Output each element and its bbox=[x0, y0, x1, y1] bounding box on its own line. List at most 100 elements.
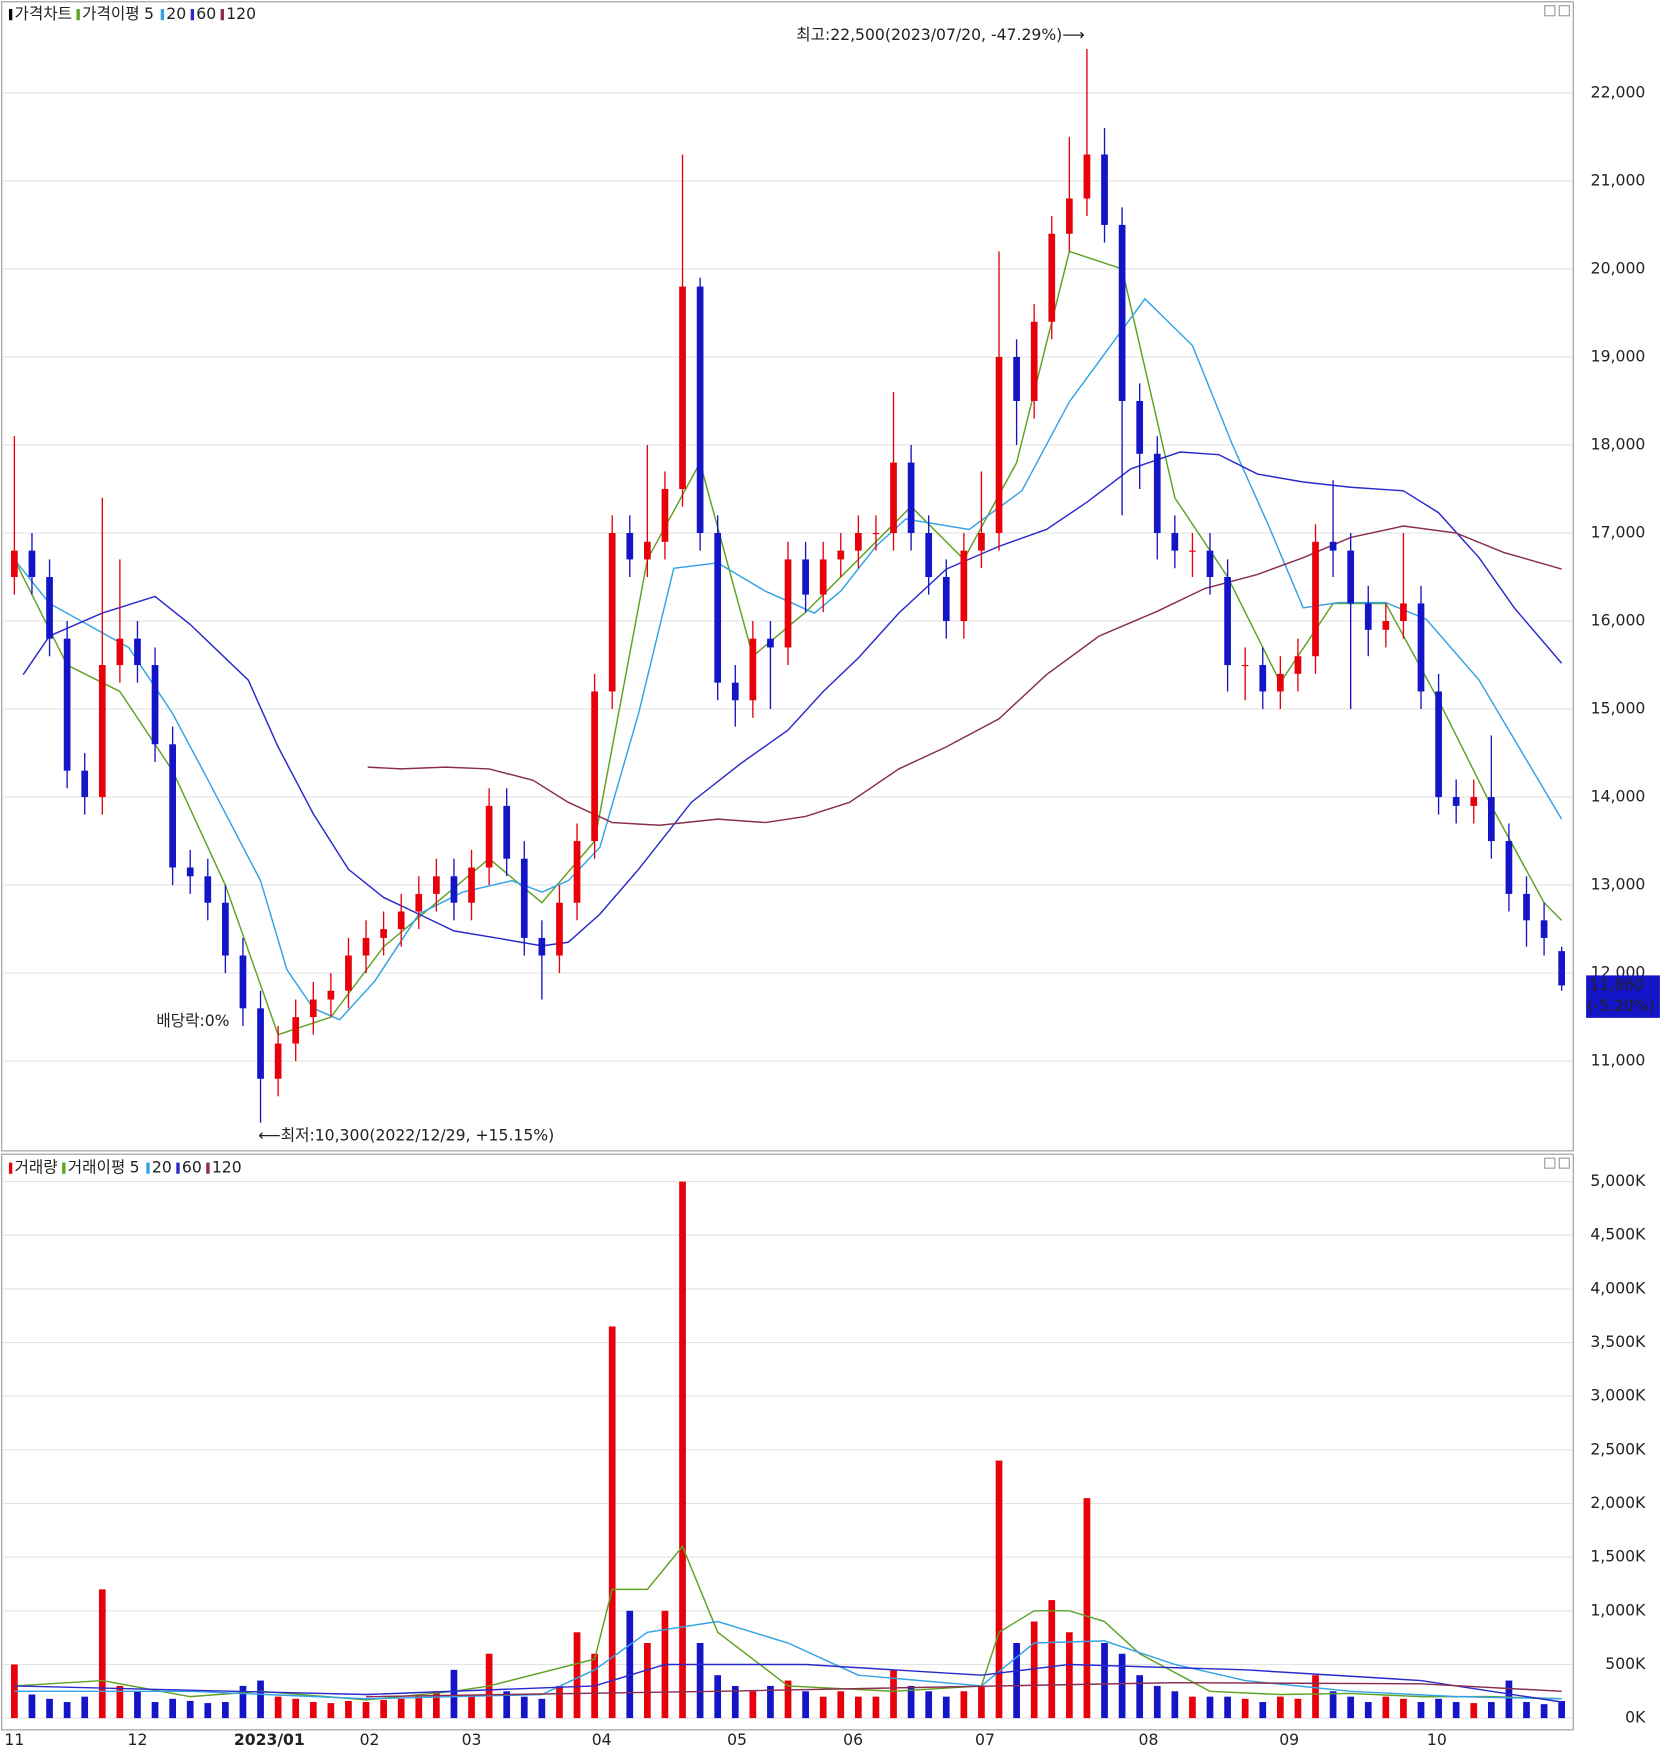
volume-bar bbox=[890, 1669, 897, 1719]
candle-body bbox=[749, 638, 757, 701]
candle-body bbox=[608, 533, 616, 692]
x-tick-label: 02 bbox=[360, 1730, 380, 1749]
candle-body bbox=[995, 356, 1003, 534]
volume-bar bbox=[309, 1702, 317, 1719]
y-tick-label: 5,000K bbox=[1590, 1171, 1646, 1190]
volume-bar bbox=[1136, 1675, 1144, 1719]
volume-bar bbox=[116, 1685, 124, 1719]
candle-body bbox=[1030, 321, 1038, 401]
candle-body bbox=[731, 682, 739, 701]
volume-bar bbox=[1417, 1702, 1425, 1719]
volume-bar bbox=[1048, 1600, 1056, 1719]
candle-body bbox=[1523, 893, 1530, 921]
volume-bar bbox=[415, 1696, 423, 1719]
volume-bar bbox=[345, 1700, 352, 1719]
candle-body bbox=[222, 902, 229, 956]
panel-button[interactable] bbox=[1544, 1157, 1556, 1169]
moving-average-line bbox=[366, 1681, 1562, 1698]
candle-body bbox=[1294, 656, 1302, 674]
volume-bar bbox=[538, 1698, 546, 1719]
candle-body bbox=[1259, 665, 1267, 692]
volume-bar bbox=[608, 1326, 616, 1719]
volume-bar bbox=[433, 1691, 440, 1719]
volume-bar bbox=[450, 1669, 458, 1719]
volume-bar bbox=[1452, 1702, 1460, 1719]
y-tick-label: 21,000 bbox=[1591, 170, 1646, 189]
y-tick-label: 2,500K bbox=[1590, 1439, 1646, 1458]
legend-label: 60 bbox=[196, 4, 216, 23]
volume-bar bbox=[28, 1694, 36, 1719]
y-tick-label: 4,000K bbox=[1590, 1278, 1646, 1297]
x-tick-label: 06 bbox=[843, 1730, 863, 1749]
volume-bar bbox=[327, 1703, 335, 1719]
candle-body bbox=[468, 867, 475, 903]
candle-body bbox=[1241, 665, 1249, 667]
volume-bar bbox=[1276, 1696, 1284, 1719]
volume-bar bbox=[942, 1696, 950, 1719]
volume-bar bbox=[1224, 1696, 1231, 1719]
volume-bar bbox=[1382, 1696, 1390, 1719]
candle-body bbox=[855, 533, 862, 551]
panel-button[interactable] bbox=[1544, 5, 1556, 17]
volume-bar bbox=[679, 1181, 686, 1719]
volume-bar bbox=[872, 1696, 880, 1719]
candle-body bbox=[626, 533, 634, 560]
volume-bar bbox=[503, 1691, 511, 1719]
candle-body bbox=[397, 911, 405, 930]
moving-average-line bbox=[14, 1663, 1562, 1703]
x-tick-label: 03 bbox=[462, 1730, 482, 1749]
x-tick-label: 05 bbox=[727, 1730, 747, 1749]
volume-bar bbox=[1294, 1698, 1302, 1719]
candle-body bbox=[1153, 453, 1161, 534]
volume-bar bbox=[767, 1685, 774, 1719]
legend-marker bbox=[62, 1162, 66, 1174]
volume-bar bbox=[1118, 1653, 1126, 1719]
candle-body bbox=[1347, 550, 1355, 604]
grid-layer bbox=[2, 92, 1573, 1719]
volume-bar bbox=[1347, 1696, 1355, 1719]
panel-button[interactable] bbox=[1558, 1157, 1570, 1169]
candle-body bbox=[380, 929, 387, 938]
candle-body bbox=[362, 937, 370, 956]
volume-bar bbox=[98, 1589, 106, 1719]
x-tick-label: 08 bbox=[1139, 1730, 1159, 1749]
candle-body bbox=[1505, 841, 1513, 894]
candle-body bbox=[960, 550, 968, 622]
volume-bar bbox=[274, 1696, 282, 1719]
y-tick-label: 13,000 bbox=[1591, 875, 1646, 894]
volume-bar bbox=[960, 1691, 968, 1719]
legend-marker bbox=[160, 9, 165, 21]
candle-body bbox=[292, 1017, 300, 1044]
y-tick-label: 4,500K bbox=[1590, 1225, 1646, 1244]
y-tick-label: 20,000 bbox=[1591, 258, 1646, 277]
candle-body bbox=[1487, 797, 1495, 842]
candle-body bbox=[309, 999, 317, 1018]
volume-bar bbox=[644, 1643, 651, 1719]
y-tick-label: 15,000 bbox=[1591, 699, 1646, 718]
volume-bar bbox=[907, 1685, 915, 1719]
panel-button[interactable] bbox=[1558, 5, 1570, 17]
y-tick-label: 16,000 bbox=[1591, 611, 1646, 630]
volume-bar bbox=[1083, 1498, 1091, 1719]
candle-body bbox=[1013, 356, 1020, 401]
moving-average-line bbox=[14, 1620, 1562, 1700]
candle-body bbox=[1470, 797, 1478, 806]
legend-label: 120 bbox=[226, 4, 256, 23]
legend-label: 5 bbox=[130, 1158, 140, 1177]
volume-bar bbox=[1487, 1702, 1495, 1719]
legend-label: 5 bbox=[144, 4, 154, 23]
high-annotation: 최고:22,500(2023/07/20, -47.29%)⟶ bbox=[796, 25, 1085, 44]
candle-body bbox=[679, 286, 686, 489]
volume-bar bbox=[1241, 1698, 1249, 1719]
candle-body bbox=[63, 638, 71, 771]
candle-body bbox=[942, 577, 950, 622]
legend-label: 20 bbox=[152, 1158, 172, 1177]
legend-marker bbox=[146, 1162, 150, 1174]
legend-label: 20 bbox=[166, 4, 186, 23]
volume-bar bbox=[186, 1700, 194, 1719]
last-price-label: 11,860 bbox=[1589, 975, 1644, 994]
volume-bar bbox=[239, 1685, 247, 1719]
low-annotation: ⟵최저:10,300(2022/12/29, +15.15%) bbox=[258, 1126, 554, 1145]
